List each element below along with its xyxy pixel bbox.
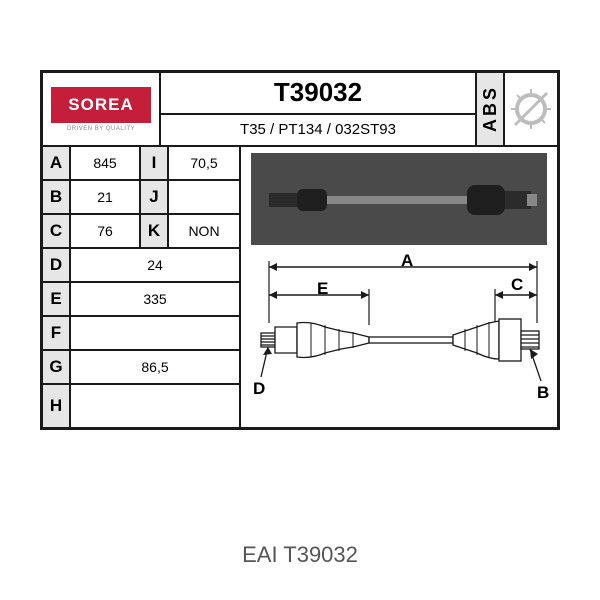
table-row: B 21 J	[43, 181, 239, 215]
spec-val-E: 335	[71, 283, 239, 315]
table-row: E 335	[43, 283, 239, 317]
spec-val-F	[71, 317, 239, 349]
table-row: H	[43, 385, 239, 427]
dim-letter-E: E	[317, 279, 328, 299]
dim-letter-C: C	[511, 275, 523, 295]
spec-label-A: A	[43, 147, 71, 179]
spec-label-B: B	[43, 181, 71, 213]
table-row: C 76 K NON	[43, 215, 239, 249]
abs-icon-cell	[505, 73, 557, 145]
brand-cell: SOREA DRIVEN BY QUALITY	[43, 73, 161, 145]
spec-label-D: D	[43, 249, 71, 281]
spec-label-G: G	[43, 351, 71, 383]
spec-card: SOREA DRIVEN BY QUALITY T39032 T35 / PT1…	[40, 70, 560, 430]
part-refs: T35 / PT134 / 032ST93	[161, 115, 475, 145]
table-row: F	[43, 317, 239, 351]
spec-val-J	[169, 181, 239, 213]
body-area: A 845 I 70,5 B 21 J C 76 K NON D 24	[43, 147, 557, 427]
spec-val-D: 24	[71, 249, 239, 281]
spec-val-A: 845	[71, 147, 141, 179]
spec-label-F: F	[43, 317, 71, 349]
abs-label-cell: ABS	[477, 73, 505, 145]
brand-tagline: DRIVEN BY QUALITY	[67, 126, 135, 132]
dim-letter-A: A	[401, 251, 413, 271]
table-row: D 24	[43, 249, 239, 283]
spec-label-K: K	[141, 215, 169, 247]
dim-letter-D: D	[253, 379, 265, 399]
spec-val-B: 21	[71, 181, 141, 213]
spec-val-K: NON	[169, 215, 239, 247]
spec-val-C: 76	[71, 215, 141, 247]
spec-val-G: 86,5	[71, 351, 239, 383]
spec-label-H: H	[43, 385, 71, 427]
spec-label-I: I	[141, 147, 169, 179]
abs-label: ABS	[480, 85, 501, 132]
dimension-drawing	[241, 247, 557, 427]
diagram-area: A E C D B	[241, 147, 557, 427]
title-cell: T39032 T35 / PT134 / 032ST93	[161, 73, 477, 145]
product-photo	[251, 153, 547, 245]
spec-label-J: J	[141, 181, 169, 213]
header-row: SOREA DRIVEN BY QUALITY T39032 T35 / PT1…	[43, 73, 557, 147]
spec-val-I: 70,5	[169, 147, 239, 179]
brand-logo: SOREA	[51, 87, 151, 123]
part-code: T39032	[161, 73, 475, 115]
spec-table: A 845 I 70,5 B 21 J C 76 K NON D 24	[43, 147, 241, 427]
spec-label-C: C	[43, 215, 71, 247]
spec-label-E: E	[43, 283, 71, 315]
abs-ring-icon	[509, 87, 553, 131]
dim-letter-B: B	[537, 383, 549, 403]
table-row: G 86,5	[43, 351, 239, 385]
caption: EAI T39032	[0, 542, 600, 568]
driveshaft-photo-icon	[251, 153, 547, 245]
spec-val-H	[71, 385, 239, 427]
table-row: A 845 I 70,5	[43, 147, 239, 181]
